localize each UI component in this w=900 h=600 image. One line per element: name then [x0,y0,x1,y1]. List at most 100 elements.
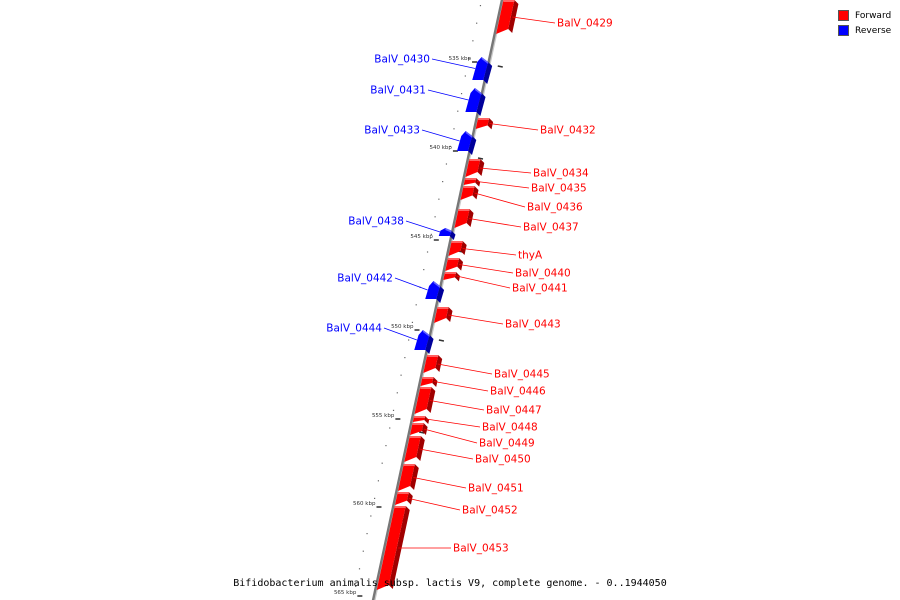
gene-arrow[interactable] [404,436,421,462]
gene-BalV_0444[interactable]: BalV_0444 [326,323,434,355]
gene-BalV_0448[interactable]: BalV_0448 [412,416,538,434]
legend-reverse: Reverse [838,23,891,38]
gene-BalV_0435[interactable]: BalV_0435 [463,178,587,195]
gene-arrow[interactable] [376,506,406,590]
gene-BalV_0441[interactable]: BalV_0441 [443,272,568,295]
gene-label[interactable]: BalV_0445 [494,369,550,381]
major-dash [438,339,445,342]
gene-BalV_0432[interactable]: BalV_0432 [475,118,596,137]
gene-label[interactable]: thyA [518,250,543,262]
gene-arrow[interactable] [460,186,475,200]
gene-BalV_0438[interactable]: BalV_0438 [348,216,456,241]
gene-arrow[interactable] [496,0,515,34]
minor-tick [476,22,478,24]
gene-BalV_0431[interactable]: BalV_0431 [370,85,486,117]
gene-label[interactable]: BalV_0433 [364,125,420,137]
gene-BalV_0430[interactable]: BalV_0430 [374,54,493,85]
gene-label[interactable]: BalV_0437 [523,222,579,234]
gene-arrow[interactable] [434,307,449,323]
gene-BalV_0434[interactable]: BalV_0434 [465,159,589,180]
minor-tick [449,145,451,147]
minor-tick [404,357,406,359]
gene-arrow[interactable] [423,355,439,373]
gene-leader-line [423,428,478,444]
gene-arrow[interactable] [410,423,424,435]
gene-arrow[interactable] [456,131,473,151]
gene-BalV_0437[interactable]: BalV_0437 [454,209,579,234]
gene-arrow[interactable] [394,492,409,505]
gene-BalV_0440[interactable]: BalV_0440 [445,258,571,280]
gene-label[interactable]: BalV_0451 [468,483,524,495]
gene-arrow[interactable] [397,464,415,491]
gene-thyA[interactable]: thyA [448,241,543,262]
gene-shadow [426,387,436,413]
gene-label[interactable]: BalV_0434 [533,168,589,180]
gene-highlight [403,464,415,466]
gene-label[interactable]: BalV_0447 [486,405,542,417]
gene-BalV_0436[interactable]: BalV_0436 [460,186,583,214]
gene-label[interactable]: BalV_0441 [512,283,568,295]
gene-shadow [388,506,410,589]
gene-BalV_0445[interactable]: BalV_0445 [423,355,550,381]
minor-tick [396,392,398,394]
minor-tick [442,181,444,183]
gene-arrow[interactable] [414,330,430,350]
tick-label: 545 kbp [410,234,433,240]
gene-label[interactable]: BalV_0450 [475,454,531,466]
gene-label[interactable]: BalV_0446 [490,386,546,398]
gene-label[interactable]: BalV_0431 [370,85,426,97]
gene-arrow[interactable] [454,209,470,228]
gene-BalV_0443[interactable]: BalV_0443 [434,307,561,331]
legend-forward-label: Forward [855,10,892,21]
gene-leader-line [459,264,514,274]
gene-highlight [427,355,439,357]
gene-highlight [465,178,477,180]
gene-label[interactable]: BalV_0449 [479,438,535,450]
gene-label[interactable]: BalV_0440 [515,268,571,280]
gene-BalV_0451[interactable]: BalV_0451 [397,464,524,495]
gene-BalV_0429[interactable]: BalV_0429 [496,0,613,34]
gene-BalV_0449[interactable]: BalV_0449 [410,423,535,450]
gene-label[interactable]: BalV_0430 [374,54,430,66]
gene-arrow[interactable] [420,377,434,386]
gene-label[interactable]: BalV_0448 [482,422,538,434]
gene-BalV_0450[interactable]: BalV_0450 [404,436,531,466]
gene-label[interactable]: BalV_0438 [348,216,404,228]
gene-BalV_0446[interactable]: BalV_0446 [420,377,546,398]
gene-arrow[interactable] [445,258,460,271]
gene-label[interactable]: BalV_0435 [531,183,587,195]
gene-arrow[interactable] [448,241,463,256]
gene-BalV_0433[interactable]: BalV_0433 [364,125,477,156]
gene-label[interactable]: BalV_0452 [462,505,518,517]
gene-arrow[interactable] [414,387,432,414]
minor-tick [377,480,380,482]
gene-label[interactable]: BalV_0432 [540,125,596,137]
gene-arrow[interactable] [438,228,452,236]
gene-arrow[interactable] [465,88,482,112]
gene-arrow[interactable] [475,118,490,129]
gene-label[interactable]: BalV_0442 [337,273,393,285]
gene-leader-line [479,167,532,174]
gene-highlight [422,377,434,379]
gene-shadow [449,230,456,240]
minor-tick [460,93,463,95]
gene-label[interactable]: BalV_0453 [453,543,509,555]
gene-highlight [481,57,489,64]
gene-arrow[interactable] [425,281,441,299]
gene-BalV_0452[interactable]: BalV_0452 [394,492,518,517]
gene-BalV_0447[interactable]: BalV_0447 [414,387,542,417]
gene-label[interactable]: BalV_0443 [505,319,561,331]
minor-tick [385,445,387,447]
tick-label: 560 kbp [353,501,376,507]
minor-tick [358,568,361,570]
gene-label[interactable]: BalV_0429 [557,18,613,30]
minor-tick [423,269,425,271]
gene-BalV_0442[interactable]: BalV_0442 [337,273,445,304]
gene-arrow[interactable] [465,159,481,177]
minor-tick [468,57,470,59]
gene-BalV_0453[interactable]: BalV_0453 [376,506,509,590]
gene-label[interactable]: BalV_0436 [527,202,583,214]
gene-arrow[interactable] [472,57,489,80]
gene-label[interactable]: BalV_0444 [326,323,382,335]
minor-tick [457,110,459,112]
